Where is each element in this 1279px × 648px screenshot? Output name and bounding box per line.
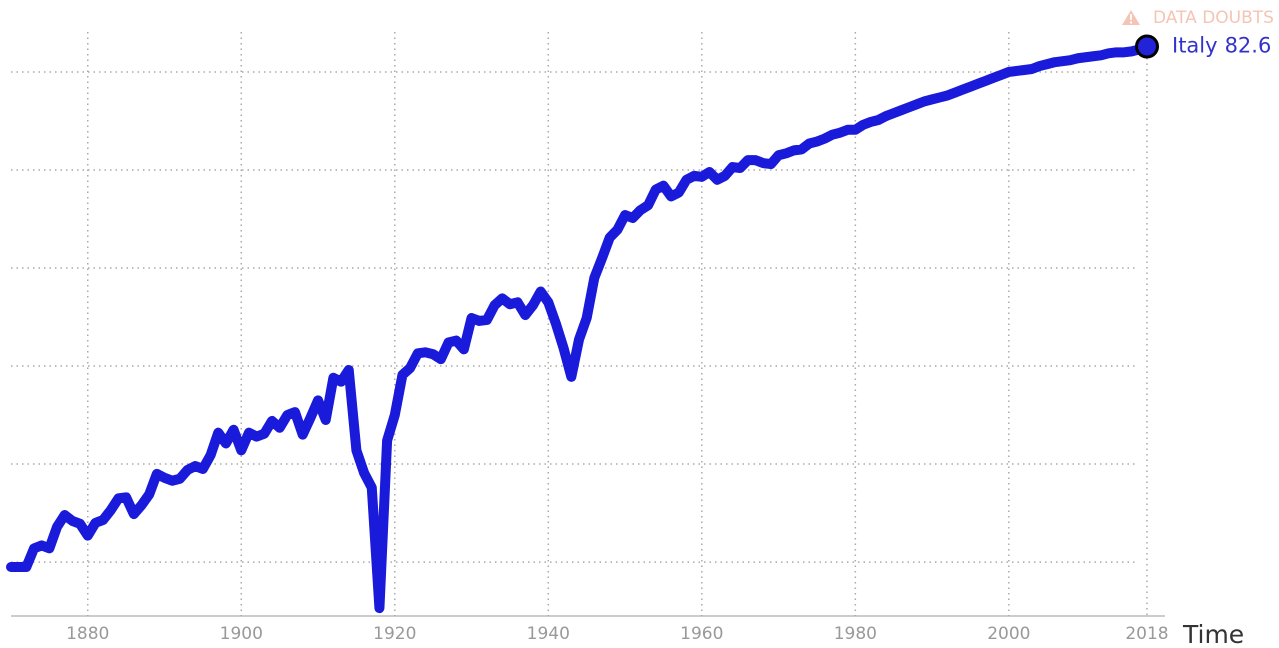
series-line — [6, 41, 1152, 614]
x-tick-label: 1940 — [527, 624, 570, 644]
end-marker — [1135, 34, 1159, 59]
x-tick-label: 1960 — [680, 624, 723, 644]
annotation: DATA DOUBTS — [1153, 8, 1274, 28]
x-tick-label: 2000 — [987, 624, 1030, 644]
x-axis-label: Time — [1182, 620, 1244, 648]
x-tick-label: 2018 — [1125, 624, 1168, 644]
x-tick-label: 1880 — [66, 624, 109, 644]
value-label: 82.6 — [1225, 33, 1272, 57]
x-tick-label: 1980 — [834, 624, 877, 644]
x-tick-label: 1920 — [373, 624, 416, 644]
warning-icon — [1122, 10, 1140, 25]
x-tick-label: 1900 — [220, 624, 263, 644]
series-label: Italy — [1172, 33, 1218, 57]
